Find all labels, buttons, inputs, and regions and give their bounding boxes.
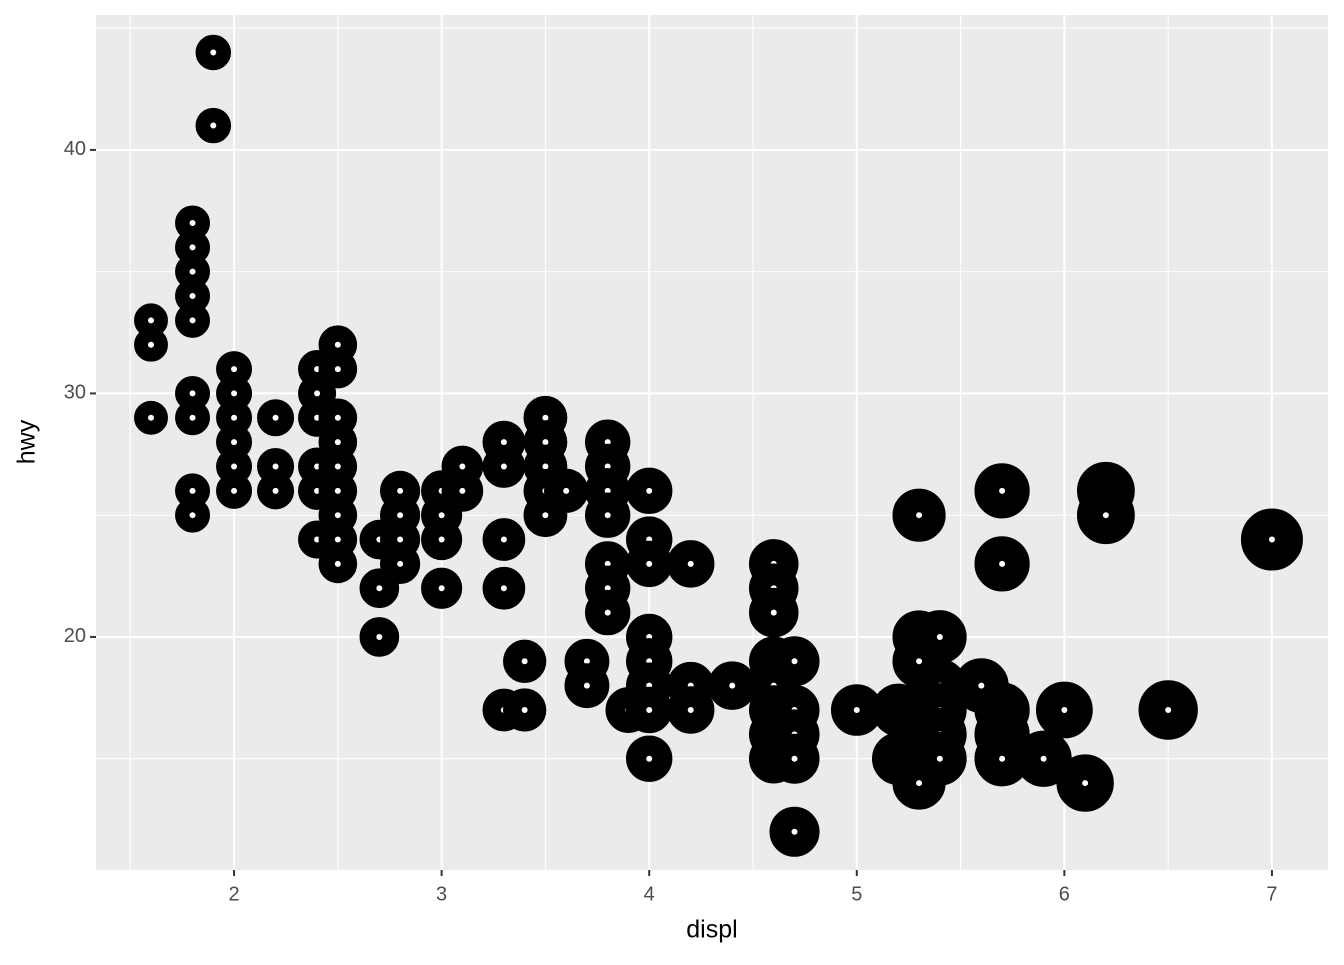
x-axis-title: displ xyxy=(686,916,737,944)
x-tick-label: 2 xyxy=(228,883,239,905)
point xyxy=(769,636,820,687)
point xyxy=(1035,681,1093,739)
point xyxy=(421,518,463,561)
point xyxy=(912,731,967,786)
point xyxy=(421,567,463,609)
point xyxy=(892,488,946,542)
y-axis-title: hwy xyxy=(13,419,41,464)
point xyxy=(195,107,232,144)
point xyxy=(974,536,1030,592)
point xyxy=(359,617,400,657)
point xyxy=(585,492,631,538)
point xyxy=(318,349,358,389)
point xyxy=(1240,508,1303,571)
point xyxy=(707,661,757,710)
y-tick-label: 30 xyxy=(64,382,86,404)
point xyxy=(380,543,421,584)
point xyxy=(769,806,820,857)
point xyxy=(626,686,673,734)
point xyxy=(503,688,547,732)
point xyxy=(503,639,547,683)
point xyxy=(175,302,211,338)
point xyxy=(1076,486,1135,545)
point xyxy=(523,493,568,538)
x-tick-label: 4 xyxy=(644,883,655,905)
point xyxy=(134,327,168,362)
y-tick-label: 40 xyxy=(64,138,86,160)
x-tick-label: 5 xyxy=(851,883,862,905)
x-tick-label: 3 xyxy=(436,883,447,905)
point xyxy=(175,497,211,533)
point xyxy=(564,663,610,709)
point xyxy=(830,684,883,736)
point xyxy=(912,610,967,664)
point xyxy=(667,686,715,734)
point xyxy=(1056,754,1114,812)
point xyxy=(482,566,526,610)
point xyxy=(175,400,211,436)
x-tick-label: 6 xyxy=(1059,883,1070,905)
point xyxy=(134,400,168,435)
point xyxy=(134,303,168,338)
point xyxy=(441,469,484,512)
point xyxy=(974,731,1030,787)
point xyxy=(216,472,253,509)
point xyxy=(359,568,400,609)
point xyxy=(318,544,358,584)
point xyxy=(748,587,799,638)
point xyxy=(626,467,673,515)
point xyxy=(544,468,589,513)
point xyxy=(974,463,1030,519)
point xyxy=(1138,680,1198,740)
point xyxy=(1015,730,1072,787)
point xyxy=(257,472,295,510)
point xyxy=(769,733,820,784)
point xyxy=(626,540,673,588)
point xyxy=(667,540,715,588)
point xyxy=(626,735,673,782)
point xyxy=(482,445,526,488)
y-tick-label: 20 xyxy=(64,625,86,647)
point xyxy=(482,518,526,561)
point xyxy=(257,399,295,437)
axes: 2 3 4 5 6 7 20 30 40 xyxy=(64,138,1278,905)
point xyxy=(585,589,631,636)
x-tick-label: 7 xyxy=(1266,883,1277,905)
panel xyxy=(96,15,1328,870)
point xyxy=(195,34,232,71)
points xyxy=(134,34,1303,857)
